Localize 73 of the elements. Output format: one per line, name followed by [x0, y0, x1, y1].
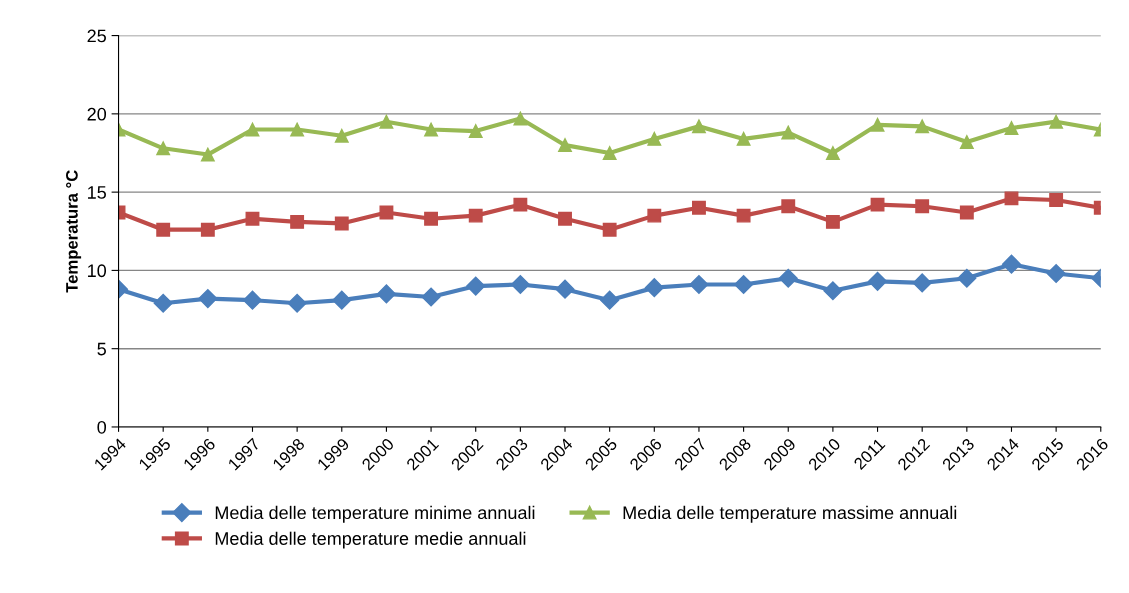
legend-label: Media delle temperature massime annuali — [623, 505, 957, 523]
point — [558, 138, 572, 153]
point — [153, 293, 173, 313]
point — [242, 290, 263, 310]
y-tick-label: 25 — [87, 29, 106, 43]
point — [957, 268, 977, 288]
point — [379, 205, 394, 220]
point — [424, 211, 439, 226]
point — [778, 268, 798, 288]
point — [781, 199, 796, 214]
point — [510, 274, 530, 295]
point — [912, 273, 932, 293]
y-tick-label: 15 — [88, 186, 106, 199]
point — [825, 214, 840, 229]
point — [1004, 121, 1019, 135]
point — [870, 117, 885, 132]
y-axis-title: Temperatura °C — [66, 170, 82, 293]
point — [156, 141, 171, 156]
point — [602, 222, 617, 237]
point — [915, 199, 930, 214]
point — [692, 119, 706, 134]
point — [600, 290, 620, 310]
point — [287, 293, 307, 313]
point — [555, 279, 575, 299]
point — [870, 197, 885, 212]
point — [823, 281, 843, 301]
point — [332, 290, 352, 310]
point — [334, 128, 349, 143]
point — [290, 122, 305, 137]
point — [602, 146, 617, 160]
point — [736, 131, 751, 146]
point — [466, 276, 486, 296]
point — [647, 131, 662, 146]
point — [736, 208, 751, 223]
point — [558, 211, 572, 226]
point — [245, 211, 260, 226]
point — [689, 274, 709, 295]
point — [513, 197, 528, 212]
point — [868, 271, 888, 291]
point — [200, 222, 215, 237]
point — [421, 287, 441, 307]
point — [156, 222, 171, 237]
point — [1049, 114, 1064, 129]
point — [781, 125, 796, 140]
legend-label: Media delle temperature medie annuali — [215, 531, 526, 549]
point — [513, 111, 528, 126]
point — [334, 216, 349, 231]
point — [644, 278, 664, 298]
y-tick-label: 0 — [97, 420, 107, 434]
point — [734, 274, 754, 295]
y-tick-label: 20 — [87, 107, 107, 121]
point — [290, 214, 305, 229]
y-tick-label: 10 — [88, 264, 107, 278]
point — [245, 122, 260, 137]
point — [376, 284, 396, 304]
point — [1001, 254, 1022, 274]
point — [959, 135, 974, 149]
point — [959, 205, 974, 220]
point — [379, 114, 394, 129]
point — [915, 119, 930, 134]
y-tick-label: 5 — [97, 342, 106, 356]
point — [1049, 193, 1064, 207]
point — [198, 289, 218, 309]
point — [468, 124, 483, 139]
point — [1046, 264, 1066, 284]
point — [1004, 191, 1019, 206]
point — [424, 122, 439, 137]
point — [200, 147, 215, 162]
point — [692, 200, 706, 215]
legend-label: Media delle temperature minime annuali — [215, 505, 535, 523]
point — [468, 208, 483, 223]
point — [825, 146, 840, 160]
point — [647, 208, 662, 223]
